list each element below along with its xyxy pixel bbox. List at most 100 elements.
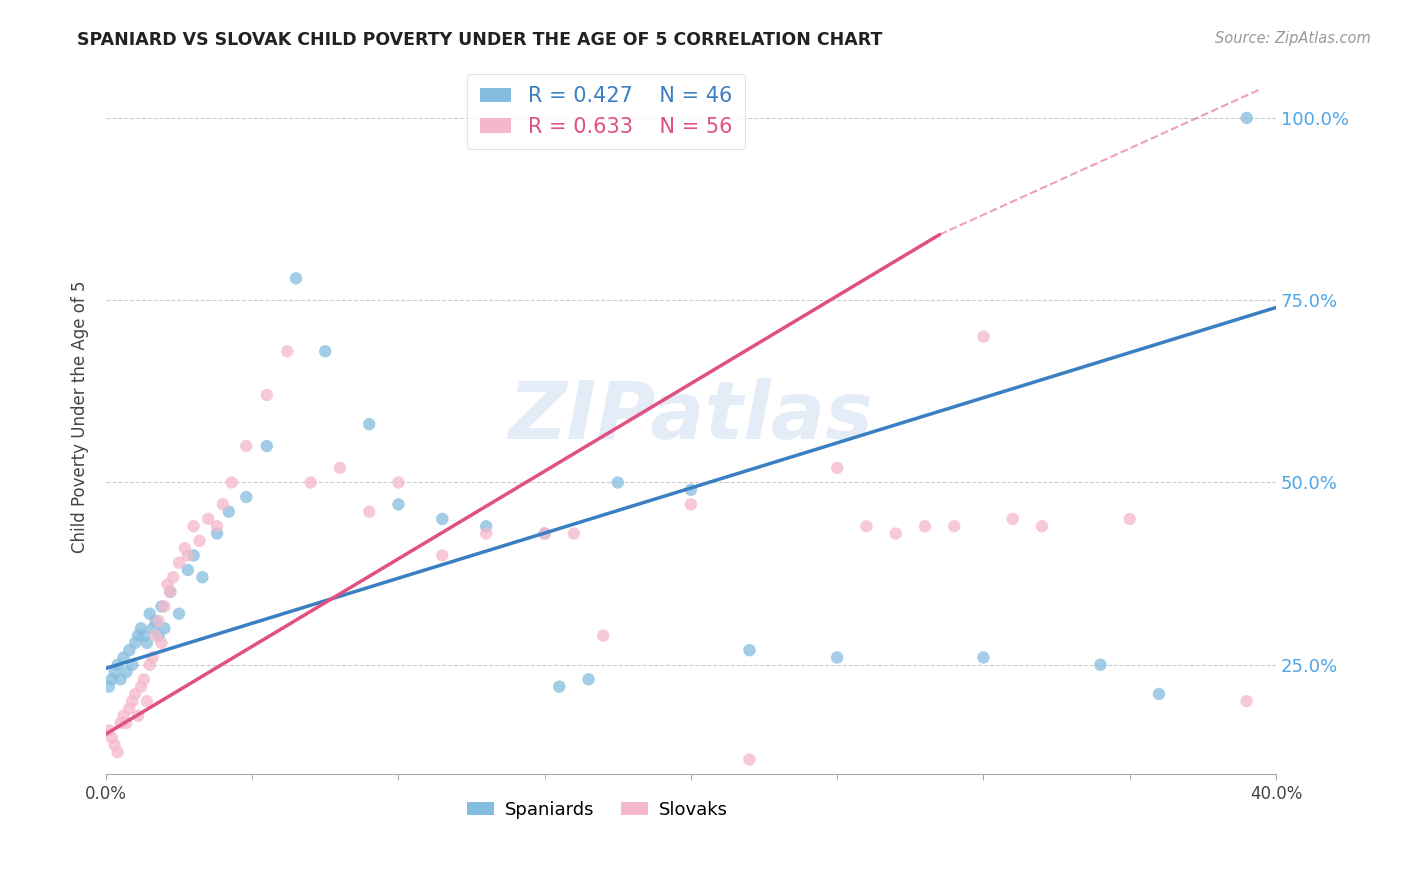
Point [173, 541, 195, 555]
Point [592, 629, 614, 643]
Point [191, 570, 214, 584]
Point [738, 753, 761, 767]
Point [235, 490, 257, 504]
Point [118, 701, 141, 715]
Point [972, 329, 994, 343]
Point [914, 519, 936, 533]
Point [855, 519, 877, 533]
Point [212, 497, 235, 511]
Point [124, 687, 146, 701]
Point [1001, 512, 1024, 526]
Point [359, 417, 381, 432]
Point [100, 731, 122, 745]
Point [112, 650, 135, 665]
Point [97, 723, 120, 738]
Point [142, 621, 165, 635]
Point [221, 475, 243, 490]
Point [139, 607, 162, 621]
Point [148, 614, 170, 628]
Point [127, 708, 149, 723]
Point [679, 483, 702, 497]
Point [159, 585, 181, 599]
Point [104, 665, 127, 679]
Point [162, 570, 184, 584]
Text: ZIPatlas: ZIPatlas [509, 378, 873, 456]
Point [1236, 694, 1258, 708]
Point [129, 621, 152, 635]
Point [256, 388, 278, 402]
Point [124, 636, 146, 650]
Point [127, 629, 149, 643]
Point [329, 461, 352, 475]
Point [972, 650, 994, 665]
Point [533, 526, 555, 541]
Point [205, 519, 228, 533]
Point [112, 708, 135, 723]
Point [679, 497, 702, 511]
Point [110, 673, 132, 687]
Point [159, 585, 181, 599]
Point [285, 271, 308, 285]
Point [167, 556, 190, 570]
Point [1031, 519, 1053, 533]
Point [218, 505, 240, 519]
Point [432, 549, 454, 563]
Point [299, 475, 322, 490]
Point [150, 636, 173, 650]
Point [205, 526, 228, 541]
Point [943, 519, 966, 533]
Point [150, 599, 173, 614]
Point [142, 650, 165, 665]
Point [118, 643, 141, 657]
Point [135, 694, 157, 708]
Point [110, 716, 132, 731]
Y-axis label: Child Poverty Under the Age of 5: Child Poverty Under the Age of 5 [72, 281, 89, 553]
Point [107, 745, 129, 759]
Point [145, 629, 167, 643]
Point [100, 673, 122, 687]
Point [135, 636, 157, 650]
Point [432, 512, 454, 526]
Point [314, 344, 336, 359]
Point [578, 673, 600, 687]
Text: SPANIARD VS SLOVAK CHILD POVERTY UNDER THE AGE OF 5 CORRELATION CHART: SPANIARD VS SLOVAK CHILD POVERTY UNDER T… [77, 31, 883, 49]
Point [167, 607, 190, 621]
Point [183, 519, 205, 533]
Point [884, 526, 907, 541]
Point [1118, 512, 1140, 526]
Point [256, 439, 278, 453]
Point [1090, 657, 1112, 672]
Point [156, 577, 179, 591]
Point [606, 475, 628, 490]
Point [129, 680, 152, 694]
Point [145, 614, 167, 628]
Point [115, 665, 138, 679]
Point [107, 657, 129, 672]
Point [475, 526, 498, 541]
Point [562, 526, 585, 541]
Point [1236, 111, 1258, 125]
Point [197, 512, 219, 526]
Point [153, 599, 176, 614]
Text: Source: ZipAtlas.com: Source: ZipAtlas.com [1215, 31, 1371, 46]
Point [148, 629, 170, 643]
Point [177, 563, 200, 577]
Point [121, 694, 143, 708]
Point [276, 344, 298, 359]
Point [1147, 687, 1170, 701]
Point [188, 533, 211, 548]
Point [387, 475, 409, 490]
Point [139, 657, 162, 672]
Point [183, 549, 205, 563]
Point [825, 461, 848, 475]
Point [121, 657, 143, 672]
Point [359, 505, 381, 519]
Point [104, 738, 127, 752]
Point [533, 526, 555, 541]
Point [115, 716, 138, 731]
Legend: Spaniards, Slovaks: Spaniards, Slovaks [460, 793, 735, 826]
Point [132, 673, 155, 687]
Point [548, 680, 571, 694]
Point [825, 650, 848, 665]
Point [132, 629, 155, 643]
